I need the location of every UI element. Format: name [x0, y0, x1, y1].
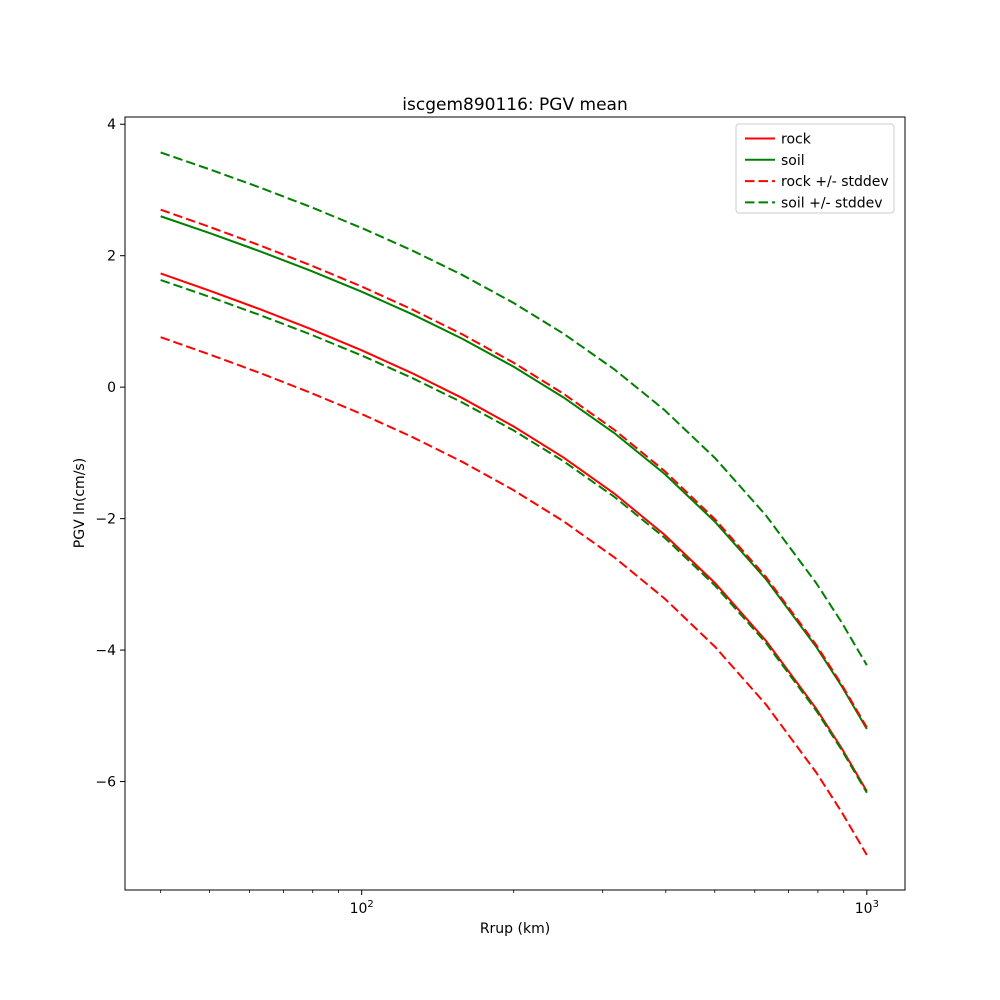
- x-tick-label: 103: [855, 899, 879, 917]
- axes-frame: [124, 116, 906, 891]
- y-tick-label: 2: [107, 249, 116, 265]
- chart-title: iscgem890116: PGV mean: [402, 95, 627, 115]
- y-tick-label: −4: [95, 643, 116, 659]
- line-soil: [160, 215, 868, 730]
- y-tick-label: −2: [95, 512, 116, 528]
- legend-label: rock: [781, 132, 812, 148]
- line-soil_plus_stddev: [160, 151, 868, 666]
- x-tick-label: 102: [350, 899, 374, 917]
- x-axis-label: Rrup (km): [480, 921, 550, 937]
- line-rock: [160, 272, 868, 792]
- legend-label: rock +/- stddev: [781, 174, 889, 190]
- legend-label: soil +/- stddev: [781, 195, 883, 211]
- line-rock_minus_stddev: [160, 336, 868, 856]
- legend-box: [735, 123, 895, 214]
- legend: rock soil rock +/- stddev soil +/- stddev: [735, 123, 895, 214]
- y-tick-label: 4: [107, 117, 116, 133]
- y-axis-label: PGV ln(cm/s): [72, 458, 88, 548]
- y-tick-label: 0: [107, 380, 116, 396]
- legend-label: soil: [781, 153, 805, 169]
- line-rock_plus_stddev: [160, 208, 868, 728]
- plot-area: −6 −4 −2 0 2 4 102 103 rock soil rock +/- stddev so…: [95, 116, 906, 917]
- y-tick-label: −6: [95, 775, 116, 791]
- line-soil_minus_stddev: [160, 279, 868, 794]
